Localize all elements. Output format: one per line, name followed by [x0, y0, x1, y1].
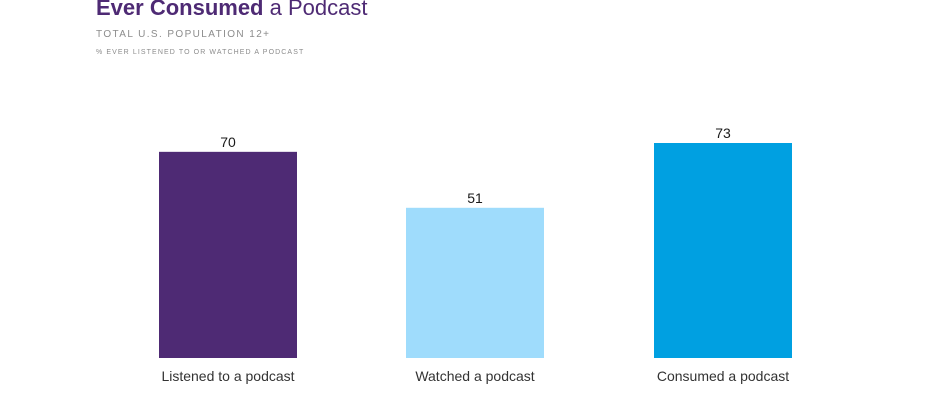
bar-1: [159, 151, 297, 358]
data-label-3: 73: [715, 125, 731, 141]
chart-title: Ever Consumed a Podcast: [96, 0, 367, 20]
category-label-3: Consumed a podcast: [657, 368, 789, 384]
chart-note: % EVER LISTENED TO OR WATCHED A PODCAST: [96, 49, 305, 56]
data-label-2: 51: [467, 190, 483, 206]
title-bold: Ever Consumed: [96, 0, 264, 20]
bar-2: [406, 207, 544, 358]
title-rest: a Podcast: [269, 0, 368, 20]
category-label-1: Listened to a podcast: [161, 368, 294, 384]
category-label-2: Watched a podcast: [415, 368, 534, 384]
bar-3: [654, 143, 792, 358]
data-label-1: 70: [220, 134, 236, 150]
chart-subtitle: TOTAL U.S. POPULATION 12+: [96, 29, 271, 40]
